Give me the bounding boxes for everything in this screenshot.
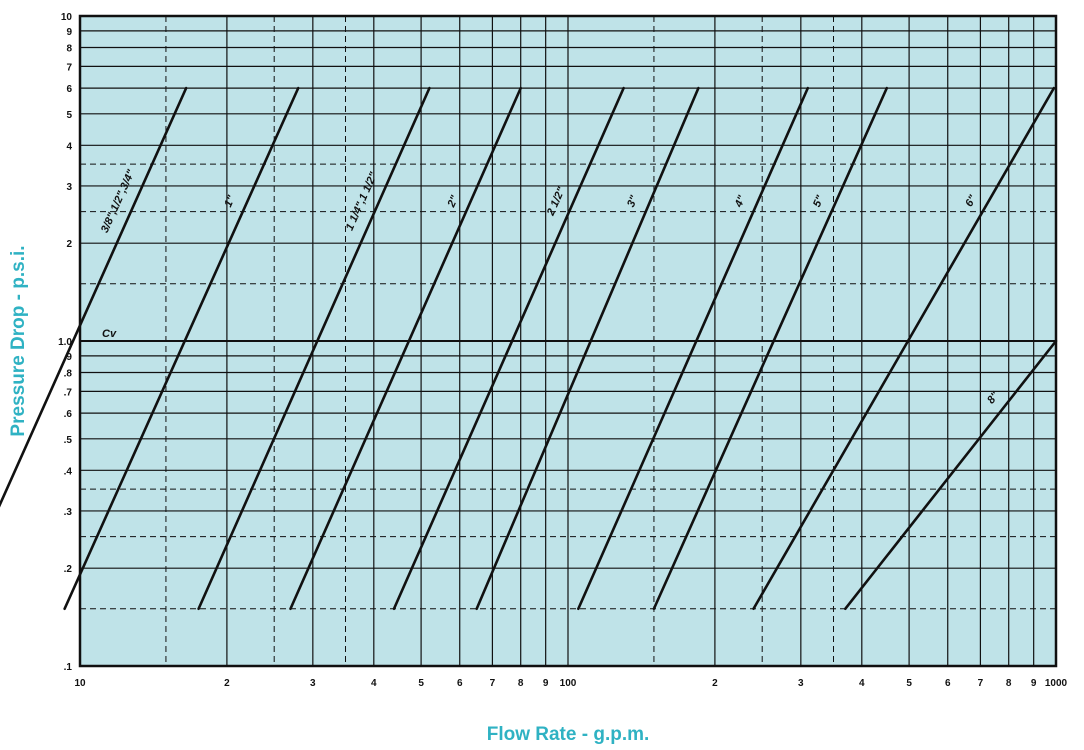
x-tick-label: 8 bbox=[1006, 678, 1012, 689]
y-tick-label: 10 bbox=[61, 12, 73, 23]
x-tick-label: 5 bbox=[906, 678, 912, 689]
y-tick-label: 3 bbox=[66, 182, 72, 193]
y-tick-label: .7 bbox=[64, 387, 73, 398]
series-line bbox=[843, 339, 1058, 611]
x-tick-label: 8 bbox=[518, 678, 524, 689]
y-tick-label: 5 bbox=[66, 110, 72, 121]
y-tick-label: 9 bbox=[66, 27, 72, 38]
series-line bbox=[475, 86, 700, 611]
x-tick-label: 9 bbox=[543, 678, 549, 689]
series-lines bbox=[0, 86, 1058, 611]
x-tick-label: 5 bbox=[418, 678, 424, 689]
y-tick-labels: .1 .2 .3 .4 .5 .6 .7 .8 .9 1.0 2 3 4 5 6 7 8 9 10 bbox=[58, 12, 72, 673]
series-label: 5" bbox=[811, 193, 827, 209]
y-tick-label: .4 bbox=[64, 466, 73, 477]
series-line bbox=[652, 86, 889, 611]
y-tick-label: .9 bbox=[64, 352, 73, 363]
series-line bbox=[63, 86, 300, 611]
y-tick-label: .6 bbox=[64, 409, 73, 420]
y-tick-label: 8 bbox=[66, 43, 72, 54]
x-tick-label: 2 bbox=[712, 678, 718, 689]
series-line bbox=[577, 86, 810, 611]
x-axis-title: Flow Rate - g.p.m. bbox=[487, 724, 650, 745]
x-tick-label: 3 bbox=[798, 678, 804, 689]
x-tick-label: 1000 bbox=[1045, 678, 1068, 689]
series-line bbox=[392, 86, 625, 611]
grid-lines bbox=[79, 15, 1057, 667]
series-label: 1" bbox=[222, 193, 238, 209]
x-tick-label: 10 bbox=[74, 678, 86, 689]
x-tick-label: 7 bbox=[978, 678, 984, 689]
series-line bbox=[289, 86, 523, 611]
y-axis-title: Pressure Drop - p.s.i. bbox=[8, 245, 29, 436]
y-tick-label: 1.0 bbox=[58, 337, 72, 348]
series-line bbox=[197, 86, 431, 611]
x-tick-label: 2 bbox=[224, 678, 230, 689]
y-tick-label: .2 bbox=[64, 564, 73, 575]
x-tick-label: 7 bbox=[490, 678, 496, 689]
x-tick-label: 4 bbox=[371, 678, 377, 689]
y-tick-label: 4 bbox=[66, 141, 72, 152]
y-tick-label: .3 bbox=[64, 507, 73, 518]
series-line bbox=[752, 86, 1056, 611]
y-tick-label: .1 bbox=[64, 662, 73, 673]
cv-label: Cv bbox=[102, 328, 117, 340]
x-tick-label: 6 bbox=[457, 678, 463, 689]
x-tick-label: 9 bbox=[1031, 678, 1037, 689]
x-tick-label: 3 bbox=[310, 678, 316, 689]
x-tick-label: 4 bbox=[859, 678, 865, 689]
x-tick-label: 100 bbox=[560, 678, 577, 689]
x-tick-labels: 10 2 3 4 5 6 7 8 9 100 2 3 4 5 6 7 8 9 1000 bbox=[74, 678, 1067, 689]
series-label: 3" bbox=[625, 193, 641, 209]
x-tick-label: 6 bbox=[945, 678, 951, 689]
y-tick-label: 6 bbox=[66, 84, 72, 95]
series-line bbox=[0, 86, 188, 508]
series-label: 2" bbox=[445, 193, 461, 210]
y-tick-label: 7 bbox=[66, 62, 72, 73]
y-tick-label: .8 bbox=[64, 368, 73, 379]
y-tick-label: 2 bbox=[66, 239, 72, 250]
y-tick-label: .5 bbox=[64, 435, 73, 446]
series-label: 4" bbox=[732, 193, 748, 210]
